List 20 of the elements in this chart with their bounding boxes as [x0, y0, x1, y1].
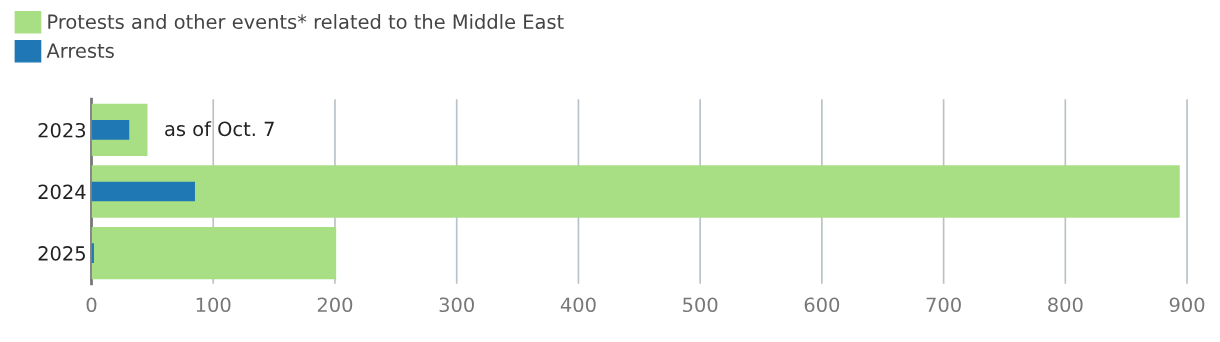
bar	[91, 120, 130, 140]
legend-label: Arrests	[46, 43, 114, 59]
annotation: as of Oct. 7	[165, 121, 274, 137]
x-tick-label: 900	[1169, 297, 1205, 313]
x-tick-label: 400	[560, 297, 596, 313]
x-tick-label: 0	[86, 297, 97, 313]
bar	[91, 181, 195, 202]
x-tick-label: 200	[317, 297, 353, 313]
x-tick-label: 700	[926, 297, 961, 313]
x-tick-label: 300	[439, 297, 474, 313]
x-tick-label: 800	[1048, 297, 1083, 313]
x-tick-label: 600	[804, 297, 840, 313]
x-tick-label: 500	[683, 297, 718, 313]
bar	[91, 165, 1180, 218]
bar	[91, 226, 337, 280]
y-tick-label: 2025	[38, 246, 85, 261]
y-tick-label: 2023	[38, 122, 86, 138]
legend-label: Protests and other events* related to the Middle East	[48, 14, 564, 30]
x-tick-label: 100	[196, 297, 231, 313]
y-tick-label: 2024	[38, 184, 86, 200]
